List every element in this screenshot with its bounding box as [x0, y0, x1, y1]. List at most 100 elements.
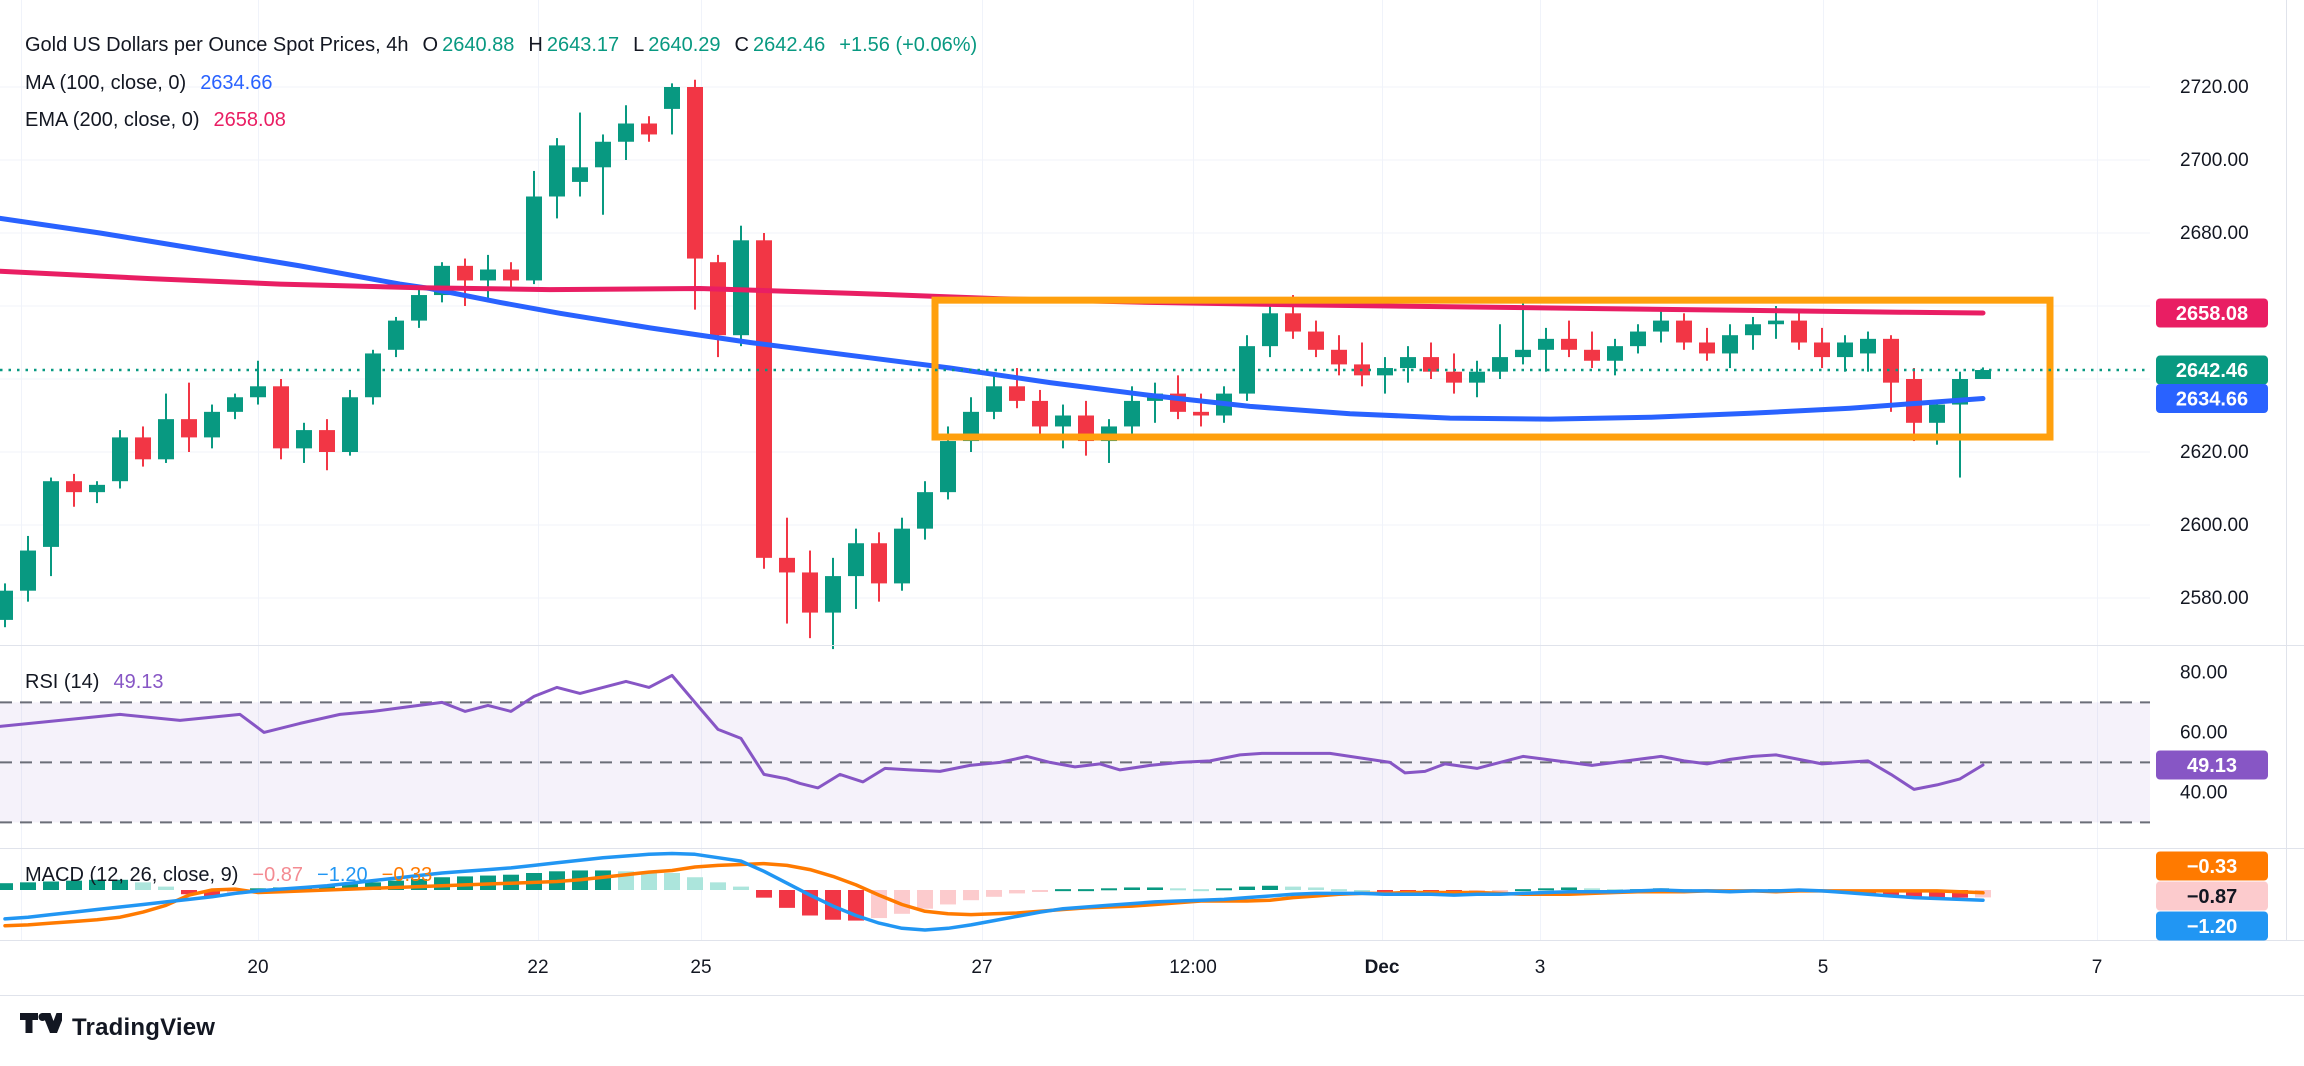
- candle-body: [1469, 371, 1485, 383]
- macd-hist-bar: [779, 890, 795, 908]
- time-axis-label: 12:00: [1169, 957, 1217, 978]
- macd-hist-bar: [20, 882, 36, 890]
- candle-body: [1791, 320, 1807, 343]
- ma-value-badge-bg: [2156, 383, 2268, 413]
- candle: [802, 550, 818, 639]
- price-axis[interactable]: 2720.00 2700.00 2680.00 2620.00 2600.00 2580.…: [2180, 77, 2249, 803]
- candle-body: [1906, 379, 1922, 423]
- hist-value-badge-text: −0.87: [2187, 886, 2238, 908]
- candle-body: [1768, 320, 1784, 325]
- macd-legend-row[interactable]: MACD (12, 26, close, 9) −0.87 −1.20 −0.3…: [25, 864, 432, 887]
- macd-hist-bar: [112, 879, 128, 890]
- candle: [848, 528, 864, 609]
- candle: [296, 422, 312, 463]
- candle: [1630, 324, 1646, 354]
- candle: [1032, 389, 1048, 438]
- candle: [756, 233, 772, 569]
- candle: [1009, 368, 1025, 409]
- macd-hist-bar: [894, 890, 910, 914]
- candle: [963, 397, 979, 452]
- candle-body: [1607, 346, 1623, 361]
- macd-hist-bar: [1906, 890, 1922, 897]
- candle: [1078, 400, 1094, 456]
- ema-label: EMA (200, close, 0): [25, 109, 200, 131]
- candle-body: [1032, 400, 1048, 427]
- candle: [1791, 309, 1807, 350]
- ohlc-low: L 2640.29: [633, 34, 721, 56]
- candle-body: [1584, 349, 1600, 361]
- candle-body: [825, 576, 841, 613]
- macd-hist-bar: [963, 890, 979, 901]
- candle-body: [1124, 400, 1140, 427]
- candle: [411, 287, 427, 328]
- ma-legend-row[interactable]: MA (100, close, 0) 2634.66: [25, 72, 272, 95]
- macd-hist-bar: [1124, 887, 1140, 890]
- macd-hist-bar: [1239, 886, 1255, 890]
- rsi-axis-label: 60.00: [2180, 722, 2228, 743]
- candle: [0, 583, 13, 628]
- rsi-value: 49.13: [113, 671, 164, 693]
- tradingview-logo-icon: [20, 1013, 62, 1033]
- candle: [1423, 342, 1439, 379]
- candle: [1239, 335, 1255, 401]
- macd-hist-bar: [43, 881, 59, 890]
- candle-body: [1653, 320, 1669, 332]
- candle-body: [1538, 338, 1554, 350]
- candle: [1377, 357, 1393, 394]
- ma-value-badge-text: 2634.66: [2176, 388, 2248, 410]
- macd-hist-bar: [388, 880, 404, 890]
- candle-body: [0, 590, 13, 620]
- candle-body: [20, 550, 36, 591]
- price-axis-label: 2620.00: [2180, 442, 2249, 463]
- candle-body: [1561, 338, 1577, 350]
- macd-hist-bar: [1032, 890, 1048, 892]
- candle: [342, 389, 358, 456]
- time-axis[interactable]: 20 22 25 27 12:00 Dec 3 5 7: [247, 957, 2102, 978]
- highlight-box-annotation[interactable]: [931, 296, 2054, 441]
- candle-body: [1837, 342, 1853, 358]
- candle: [1653, 309, 1669, 343]
- candle: [112, 430, 128, 489]
- candle-body: [986, 386, 1002, 412]
- ema-legend-row[interactable]: EMA (200, close, 0) 2658.08: [25, 109, 286, 132]
- macd-hist-bar: [733, 886, 749, 890]
- candle: [43, 477, 59, 577]
- candle-body: [1400, 357, 1416, 369]
- ema-value-badge: 2658.08: [2156, 298, 2268, 328]
- candle-body: [1239, 346, 1255, 394]
- candle: [503, 262, 519, 288]
- candle: [273, 379, 289, 460]
- price-axis-label: 2680.00: [2180, 223, 2249, 244]
- tradingview-logo[interactable]: TradingView: [20, 1012, 215, 1044]
- candle-body: [664, 87, 680, 109]
- candle-body: [365, 353, 381, 398]
- macd-value-badge: −1.20: [2156, 911, 2268, 941]
- candle-body: [871, 543, 887, 584]
- ema-value-badge-text: 2658.08: [2176, 303, 2248, 325]
- candle: [250, 360, 266, 405]
- candle-body: [1308, 331, 1324, 350]
- ma-value-badge: 2634.66: [2156, 383, 2268, 413]
- candle-body: [480, 269, 496, 281]
- symbol-legend-row[interactable]: Gold US Dollars per Ounce Spot Prices, 4…: [25, 34, 977, 57]
- candle: [687, 79, 703, 310]
- candle: [204, 404, 220, 449]
- candle-body: [1193, 411, 1209, 416]
- candle-body: [1745, 324, 1761, 336]
- time-axis-label: Dec: [1365, 957, 1400, 978]
- candle: [1584, 331, 1600, 369]
- macd-hist-bar: [756, 890, 772, 898]
- macd-hist-bar: [135, 882, 151, 890]
- candle-body: [1699, 342, 1715, 354]
- macd-hist-bar: [710, 882, 726, 890]
- rsi-legend-row[interactable]: RSI (14) 49.13: [25, 671, 164, 694]
- macd-hist-bar: [89, 879, 105, 890]
- ma-value: 2634.66: [200, 72, 273, 94]
- candle-body: [1262, 313, 1278, 347]
- candle: [1837, 335, 1853, 372]
- candle-body: [1285, 313, 1301, 332]
- macd-hist-bar: [204, 890, 220, 897]
- macd-hist-bar: [1055, 889, 1071, 892]
- macd-hist-bar: [1538, 888, 1554, 891]
